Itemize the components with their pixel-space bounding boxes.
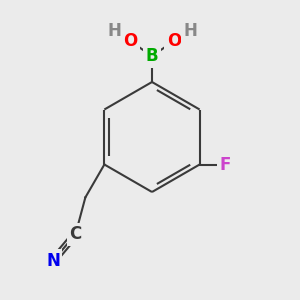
Text: O: O — [123, 32, 137, 50]
Text: H: H — [183, 22, 197, 40]
Text: C: C — [69, 225, 82, 243]
Text: F: F — [220, 155, 231, 173]
Text: H: H — [107, 22, 121, 40]
Text: B: B — [146, 47, 158, 65]
Text: O: O — [167, 32, 181, 50]
Text: N: N — [46, 252, 60, 270]
